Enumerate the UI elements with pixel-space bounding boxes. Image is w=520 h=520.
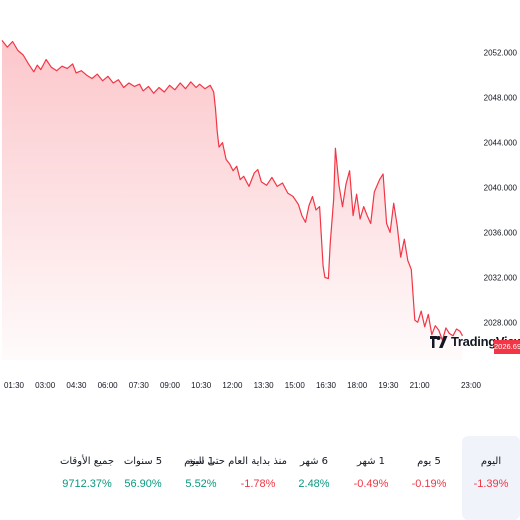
x-tick-label: 04:30	[66, 381, 87, 390]
x-tick-label: 12:00	[222, 381, 243, 390]
period-change-value: -0.19%	[411, 478, 447, 490]
x-tick-label: 06:00	[98, 381, 119, 390]
x-tick-label: 09:00	[160, 381, 181, 390]
series-line	[1, 40, 464, 341]
y-tick-label: 2044.000	[484, 139, 518, 148]
x-tick-label: 03:00	[35, 381, 56, 390]
period-label: 1 سنة	[187, 456, 215, 467]
y-tick-label: 2032.000	[484, 273, 518, 282]
period-change-value: 5.52%	[185, 478, 217, 490]
y-axis: 2052.000 2048.000 2044.000 2040.000 2036.000…	[484, 49, 518, 328]
period-label: 5 سنوات	[123, 456, 163, 467]
period-label: 6 شهر	[299, 456, 329, 467]
period-change-value: 2.48%	[298, 478, 330, 490]
x-tick-label: 23:00	[461, 381, 482, 390]
period-tab[interactable]: 1 شهر -0.49%	[342, 436, 400, 520]
series-area-fill	[2, 40, 463, 361]
x-tick-label: 01:30	[4, 381, 25, 390]
tradingview-logo-icon	[430, 335, 448, 348]
x-axis: 01:30 03:00 04:30 06:00 07:30 09:00 10:30 12:00…	[4, 381, 482, 390]
x-tick-label: 21:00	[410, 381, 431, 390]
period-change-value: 9712.37%	[62, 478, 112, 490]
period-change-value: -0.49%	[353, 478, 389, 490]
x-tick-label: 18:00	[347, 381, 368, 390]
chart-svg[interactable]: 2052.000 2048.000 2044.000 2040.000 2036.000…	[0, 0, 520, 400]
last-price-badge: 2026.690	[494, 340, 520, 354]
period-tab[interactable]: 1 سنة 5.52%	[172, 436, 230, 520]
period-tab[interactable]: 5 سنوات 56.90%	[114, 436, 172, 520]
y-tick-label: 2036.000	[484, 228, 518, 237]
x-tick-label: 15:00	[285, 381, 306, 390]
period-change-value: -1.39%	[473, 478, 509, 490]
period-change-value: -1.78%	[240, 478, 276, 490]
period-label: اليوم	[480, 456, 502, 467]
period-label: 5 يوم	[417, 456, 441, 467]
y-tick-label: 2028.000	[484, 318, 518, 327]
period-tab[interactable]: 6 شهر 2.48%	[285, 436, 343, 520]
x-tick-label: 16:30	[316, 381, 337, 390]
y-tick-label: 2048.000	[484, 94, 518, 103]
period-tab[interactable]: منذ بداية العام حتى اليوم -1.78%	[184, 436, 287, 520]
performance-periods: اليوم -1.39% 5 يوم -0.19% 1 شهر -0.49% 6 شهر 2.…	[0, 436, 520, 520]
period-tab[interactable]: اليوم -1.39%	[462, 436, 520, 520]
x-tick-label: 13:30	[254, 381, 275, 390]
y-tick-label: 2040.000	[484, 184, 518, 193]
x-tick-label: 19:30	[378, 381, 399, 390]
period-label: جميع الأوقات	[59, 456, 115, 467]
x-tick-label: 07:30	[129, 381, 150, 390]
period-tab[interactable]: 5 يوم -0.19%	[400, 436, 458, 520]
y-tick-label: 2052.000	[484, 49, 518, 58]
price-chart[interactable]: 2052.000 2048.000 2044.000 2040.000 2036.000…	[0, 0, 520, 400]
period-tab[interactable]: جميع الأوقات 9712.37%	[58, 436, 116, 520]
x-tick-label: 10:30	[191, 381, 212, 390]
period-change-value: 56.90%	[124, 478, 162, 490]
period-label: 1 شهر	[356, 456, 386, 467]
period-label: منذ بداية العام حتى اليوم	[184, 456, 287, 467]
